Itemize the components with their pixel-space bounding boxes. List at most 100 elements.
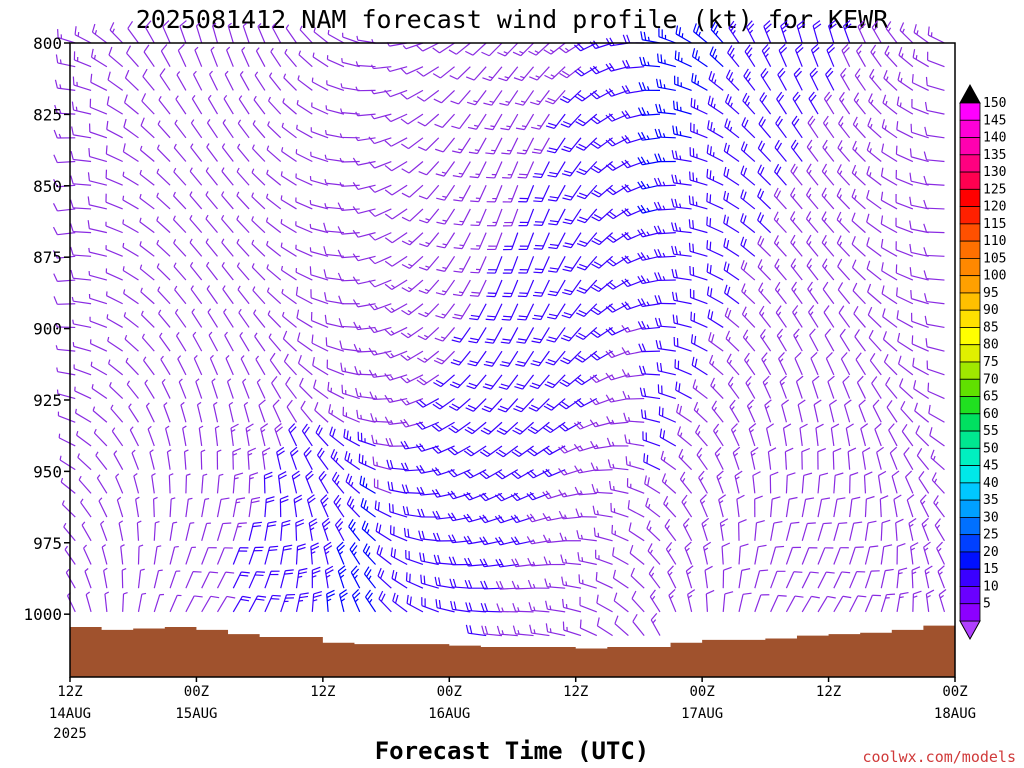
wind-barb-flag xyxy=(880,215,884,225)
wind-barb-half-flag xyxy=(679,250,682,256)
wind-barb-flag xyxy=(759,92,765,101)
wind-barb-shaft xyxy=(817,499,823,518)
wind-barb-flag xyxy=(593,307,602,313)
wind-barb-flag xyxy=(608,113,616,121)
wind-barb-shaft xyxy=(570,232,582,249)
wind-barb-flag xyxy=(642,365,647,375)
wind-barb-shaft xyxy=(494,161,503,179)
wind-barb-shaft xyxy=(374,184,392,193)
wind-barb-shaft xyxy=(647,550,661,565)
wind-barb-flag xyxy=(762,70,769,79)
wind-barb-flag xyxy=(220,497,230,501)
wind-barb-flag xyxy=(573,443,581,452)
wind-barb-flag xyxy=(378,590,384,600)
wind-barb-flag xyxy=(469,625,473,634)
wind-barb-flag xyxy=(725,69,731,78)
wind-barb-flag xyxy=(562,357,571,362)
wind-barb-flag xyxy=(331,471,338,480)
wind-barb-half-flag xyxy=(311,77,314,82)
wind-barb-shaft xyxy=(216,596,228,613)
wind-barb-half-flag xyxy=(354,574,358,579)
wind-barb-shaft xyxy=(858,405,867,423)
wind-barb-half-flag xyxy=(926,594,931,599)
wind-barb-shaft xyxy=(726,360,740,376)
wind-barb-flag xyxy=(621,369,627,378)
wind-barb-flag xyxy=(515,127,525,131)
wind-barb-half-flag xyxy=(122,195,125,201)
wind-barb-shaft xyxy=(300,407,313,423)
wind-barb-half-flag xyxy=(715,30,719,36)
wind-barb-shaft xyxy=(492,327,503,344)
wind-barb-flag xyxy=(710,334,715,343)
wind-barb-flag xyxy=(485,360,495,364)
wind-barb-flag xyxy=(867,117,872,127)
wind-barb-shaft xyxy=(911,298,929,305)
wind-barb-flag xyxy=(640,156,647,165)
wind-barb-shaft xyxy=(723,222,740,234)
wind-barb-flag xyxy=(510,494,518,502)
wind-barb-flag xyxy=(678,383,681,392)
wind-barb-shaft xyxy=(282,315,297,328)
wind-barb-shaft xyxy=(213,404,219,423)
wind-barb-flag xyxy=(624,159,632,167)
wind-barb-flag xyxy=(517,360,526,364)
wind-barb-shaft xyxy=(178,381,187,399)
wind-barb-half-flag xyxy=(172,521,178,524)
wind-barb-flag xyxy=(516,152,526,155)
wind-barb-flag xyxy=(510,515,517,523)
wind-barb-flag xyxy=(927,26,930,36)
wind-barb-shaft xyxy=(708,340,724,352)
wind-barb-shaft xyxy=(916,455,930,471)
wind-barb-half-flag xyxy=(236,238,240,244)
wind-barb-shaft xyxy=(80,502,92,518)
wind-barb-flag xyxy=(923,270,928,279)
wind-barb-shaft xyxy=(684,547,693,565)
wind-barb-flag xyxy=(593,141,602,147)
wind-barb-shaft xyxy=(849,499,853,518)
wind-barb-flag xyxy=(438,599,442,609)
colorbar-segment xyxy=(959,396,981,415)
wind-barb-shaft xyxy=(163,405,171,423)
wind-barb-shaft xyxy=(221,194,234,210)
wind-barb-shaft xyxy=(57,393,76,400)
wind-barb-flag xyxy=(888,423,895,431)
wind-barb-flag xyxy=(709,218,712,227)
wind-barb-shaft xyxy=(193,358,203,376)
wind-barb-flag xyxy=(384,373,391,381)
wind-barb-flag xyxy=(654,128,659,138)
wind-barb-flag xyxy=(495,537,501,546)
wind-barb-shaft xyxy=(225,358,234,376)
wind-barb-shaft xyxy=(880,546,885,565)
wind-barb-flag xyxy=(738,519,747,524)
wind-barb-half-flag xyxy=(662,157,666,162)
wind-barb-flag xyxy=(578,574,581,583)
wind-barb-shaft xyxy=(876,452,882,470)
wind-barb-flag xyxy=(226,595,236,599)
wind-barb-half-flag xyxy=(155,520,160,524)
wind-barb-flag xyxy=(905,470,913,478)
wind-barb-flag xyxy=(794,94,801,103)
wind-barb-shaft xyxy=(74,390,92,400)
wind-barb-flag xyxy=(469,176,479,179)
wind-barb-flag xyxy=(360,498,364,507)
wind-barb-shaft xyxy=(251,219,266,234)
wind-barb-flag xyxy=(625,59,631,69)
wind-barb-flag xyxy=(265,499,275,504)
wind-barb-flag xyxy=(792,142,799,151)
wind-barb-shaft xyxy=(299,385,313,399)
wind-barb-half-flag xyxy=(296,124,298,130)
wind-barb-half-flag xyxy=(221,214,225,220)
wind-barb-flag xyxy=(234,472,244,477)
wind-barb-shaft xyxy=(871,383,882,399)
wind-barb-shaft xyxy=(268,100,282,115)
surface-terrain xyxy=(70,622,955,677)
wind-barb-half-flag xyxy=(83,544,88,549)
credit-link[interactable]: coolwx.com/models xyxy=(862,748,1016,766)
wind-barb-flag xyxy=(688,242,691,252)
wind-barb-flag xyxy=(466,470,474,477)
wind-barb-shaft xyxy=(884,53,898,68)
wind-barb-shaft xyxy=(854,75,866,91)
wind-barb-flag xyxy=(483,427,492,433)
wind-barb-flag xyxy=(464,557,469,567)
wind-barb-flag xyxy=(624,110,631,118)
